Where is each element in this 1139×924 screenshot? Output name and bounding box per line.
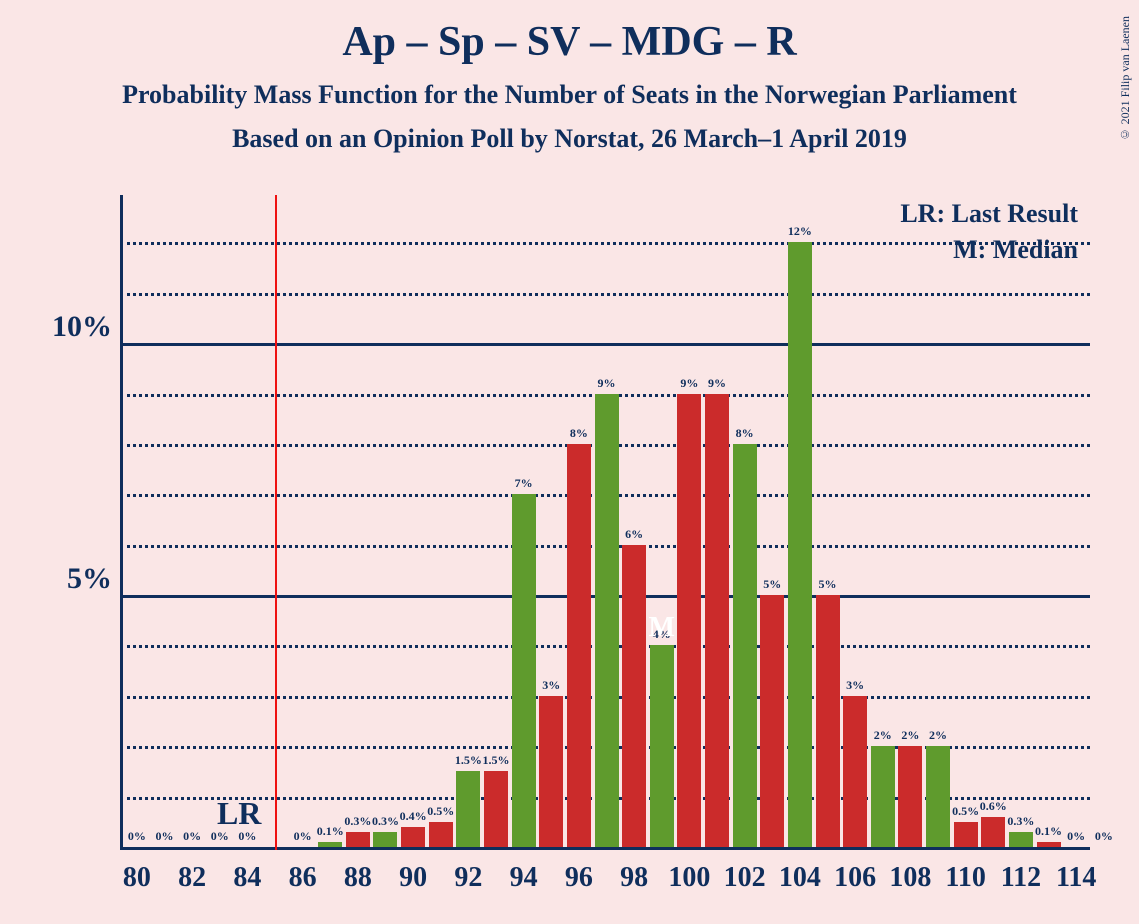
bar-value-label: 0.3%: [372, 814, 399, 829]
bar-value-label: 6%: [625, 527, 643, 542]
x-tick-label: 82: [178, 862, 206, 894]
x-tick-label: 92: [454, 862, 482, 894]
y-tick-label: 5%: [67, 562, 112, 596]
bar: [595, 394, 619, 847]
chart-title: Ap – Sp – SV – MDG – R: [0, 0, 1139, 66]
bar-value-label: 0.3%: [344, 814, 371, 829]
bar: [954, 822, 978, 847]
x-tick-label: 100: [668, 862, 710, 894]
bar: [429, 822, 453, 847]
bar: [705, 394, 729, 847]
bar-value-label: 0%: [128, 829, 146, 844]
bar-value-label: 9%: [598, 376, 616, 391]
bar-value-label: 0%: [1067, 829, 1085, 844]
x-tick-label: 114: [1056, 862, 1096, 894]
x-tick-label: 86: [289, 862, 317, 894]
bar: [373, 832, 397, 847]
x-tick-label: 90: [399, 862, 427, 894]
grid-major: [120, 343, 1090, 346]
bar-value-label: 5%: [819, 577, 837, 592]
bar-value-label: 1.5%: [455, 753, 482, 768]
bar: [843, 696, 867, 847]
bar: [456, 771, 480, 847]
bar: [733, 444, 757, 847]
bar: [622, 545, 646, 847]
bar: [650, 645, 674, 847]
x-tick-label: 84: [233, 862, 261, 894]
bar-value-label: 5%: [763, 577, 781, 592]
bar-value-label: 0%: [294, 829, 312, 844]
bar: [1037, 842, 1061, 847]
bar: [512, 494, 536, 847]
bar-value-label: 0%: [183, 829, 201, 844]
legend-box: LR: Last Result M: Median: [900, 199, 1078, 271]
grid-minor: [120, 293, 1090, 296]
x-tick-label: 98: [620, 862, 648, 894]
legend-lr: LR: Last Result: [900, 199, 1078, 229]
bar-value-label: 2%: [901, 728, 919, 743]
x-axis: [120, 847, 1090, 850]
bar: [760, 595, 784, 847]
bar-value-label: 0.1%: [317, 824, 344, 839]
bar: [677, 394, 701, 847]
x-tick-label: 94: [510, 862, 538, 894]
x-tick-label: 108: [889, 862, 931, 894]
chart-subtitle-2: Based on an Opinion Poll by Norstat, 26 …: [0, 124, 1139, 154]
bar: [898, 746, 922, 847]
median-marker: M: [649, 612, 675, 644]
x-tick-label: 106: [834, 862, 876, 894]
bar-value-label: 12%: [788, 224, 812, 239]
x-tick-label: 96: [565, 862, 593, 894]
bar-value-label: 0.6%: [980, 799, 1007, 814]
x-tick-label: 88: [344, 862, 372, 894]
bar-value-label: 2%: [929, 728, 947, 743]
bar-value-label: 8%: [570, 426, 588, 441]
grid-minor: [120, 242, 1090, 245]
x-tick-label: 80: [123, 862, 151, 894]
copyright-label: © 2021 Filip van Laenen: [1118, 16, 1133, 141]
bar-value-label: 0.5%: [952, 804, 979, 819]
bar: [318, 842, 342, 847]
bar: [1009, 832, 1033, 847]
bar-value-label: 0.4%: [400, 809, 427, 824]
bar: [788, 242, 812, 847]
bar-value-label: 3%: [846, 678, 864, 693]
chart-container: Ap – Sp – SV – MDG – R Probability Mass …: [0, 0, 1139, 924]
x-tick-label: 102: [724, 862, 766, 894]
bar-value-label: 0%: [238, 829, 256, 844]
bar-value-label: 0%: [1095, 829, 1113, 844]
x-tick-label: 112: [1001, 862, 1041, 894]
bar: [539, 696, 563, 847]
bar: [926, 746, 950, 847]
bar-value-label: 1.5%: [482, 753, 509, 768]
chart-subtitle-1: Probability Mass Function for the Number…: [0, 80, 1139, 110]
x-tick-label: 110: [945, 862, 985, 894]
bar-value-label: 0%: [155, 829, 173, 844]
lr-label: LR: [217, 795, 261, 832]
bar: [981, 817, 1005, 847]
bar: [346, 832, 370, 847]
x-tick-label: 104: [779, 862, 821, 894]
legend-m: M: Median: [900, 235, 1078, 265]
bar-value-label: 3%: [542, 678, 560, 693]
bar: [871, 746, 895, 847]
bar-value-label: 8%: [736, 426, 754, 441]
bar: [816, 595, 840, 847]
bar: [401, 827, 425, 847]
bar: [484, 771, 508, 847]
y-tick-label: 10%: [52, 310, 112, 344]
bar-value-label: 0.1%: [1035, 824, 1062, 839]
bar-value-label: 2%: [874, 728, 892, 743]
bar-value-label: 0.3%: [1007, 814, 1034, 829]
bar-value-label: 9%: [708, 376, 726, 391]
bar-value-label: 0.5%: [427, 804, 454, 819]
plot-area: LR: Last Result M: Median 5%10%LR0%0%0%0…: [120, 195, 1090, 850]
bar: [567, 444, 591, 847]
bar-value-label: 0%: [211, 829, 229, 844]
bar-value-label: 9%: [680, 376, 698, 391]
lr-line: [275, 195, 277, 850]
bar-value-label: 7%: [515, 476, 533, 491]
